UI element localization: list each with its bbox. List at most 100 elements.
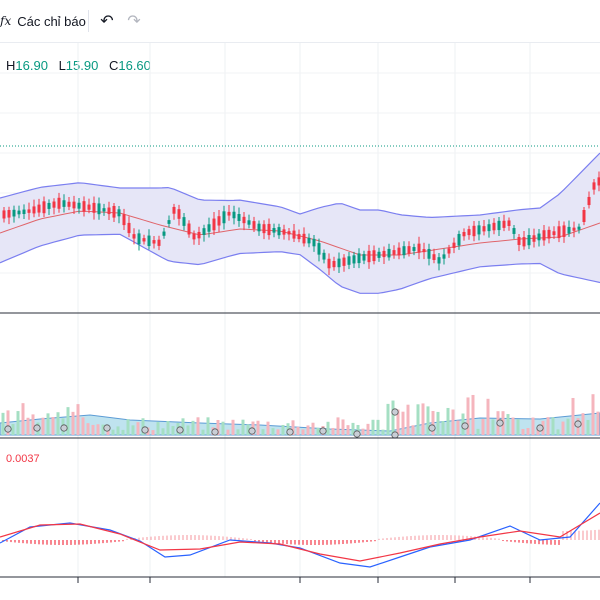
candle-body [272,228,276,233]
volume-bar [131,425,135,435]
volume-bar [566,418,570,435]
volume-bar [581,413,585,435]
volume-bar [216,419,220,435]
fx-icon: ƒx [0,14,12,28]
candle-body [127,222,131,234]
candle-body [152,240,156,244]
volume-bar [161,428,165,435]
candle-body [2,210,6,219]
candle-body [357,253,361,264]
candle-body [217,216,221,226]
candle-body [352,255,356,264]
candle-body [502,220,506,228]
candle-body [422,249,426,253]
candle-body [342,257,346,266]
volume-bar [76,404,80,435]
volume-bar [46,413,50,435]
candle-body [497,220,501,231]
candle-body [102,208,106,212]
volume-bar [266,421,270,435]
candle-body [262,224,266,234]
volume-bar [31,414,35,435]
candle-body [417,243,421,253]
price-chart[interactable] [0,43,600,600]
volume-bar [66,407,70,435]
volume-bar [511,417,515,435]
candle-body [107,207,111,215]
volume-bar [331,427,335,435]
candle-body [277,227,281,236]
volume-bar [171,426,175,435]
volume-bar [26,417,30,435]
candle-body [592,182,596,190]
candle-body [82,201,86,212]
volume-bar [121,429,125,435]
candle-body [362,254,366,261]
volume-bar [1,412,5,435]
volume-bar [481,418,485,435]
close-value: 16.60 [118,58,151,73]
volume-bar [111,429,115,435]
volume-bar [181,418,185,435]
candle-body [142,238,146,242]
volume-bar [441,421,445,435]
volume-bar [21,403,25,435]
volume-bar [141,418,145,435]
candle-body [17,210,21,215]
candle-body [462,231,466,237]
candle-body [267,223,271,236]
candle-body [597,177,600,186]
candle-body [122,214,126,226]
volume-bar [221,421,225,435]
volume-bar [431,410,435,435]
volume-bar [486,398,490,435]
undo-icon[interactable]: ↶ [100,13,114,30]
volume-bar [296,426,300,435]
candle-body [257,223,261,232]
candle-body [77,202,81,209]
candle-body [7,210,11,218]
candle-body [582,210,586,222]
indicators-button[interactable]: ƒx Các chỉ báo [0,0,86,42]
volume-bar [531,417,535,435]
volume-bar [151,430,155,435]
candle-body [287,231,291,235]
volume-bar [561,421,565,435]
volume-marker [496,419,504,427]
candle-body [327,258,331,269]
candle-body [247,220,251,225]
volume-bar [186,425,190,435]
candles [2,171,600,276]
candle-body [237,214,241,221]
candle-body [187,223,191,235]
volume-pane [0,394,600,439]
candle-body [47,202,51,209]
volume-bar [136,422,140,435]
candle-body [27,209,31,213]
macd-line [0,502,600,568]
candle-body [512,228,516,234]
candle-body [162,231,166,236]
volume-bar [11,423,15,435]
candle-body [167,220,171,224]
volume-bar [271,428,275,435]
volume-bar [426,406,430,435]
redo-icon[interactable]: ↷ [127,13,141,30]
candle-body [252,221,256,229]
volume-bar [451,409,455,435]
candle-body [32,206,36,214]
volume-bar [256,420,260,435]
volume-bar [361,428,365,435]
candle-body [437,257,441,264]
volume-bar [556,429,560,435]
candle-body [202,228,206,235]
volume-marker [536,424,544,432]
volume-bar [86,423,90,435]
candle-body [67,201,71,207]
volume-bar [381,429,385,435]
volume-bar [551,417,555,435]
volume-bar [71,411,75,435]
chart-grid [0,43,600,577]
volume-bar [316,427,320,435]
volume-marker [574,420,582,428]
